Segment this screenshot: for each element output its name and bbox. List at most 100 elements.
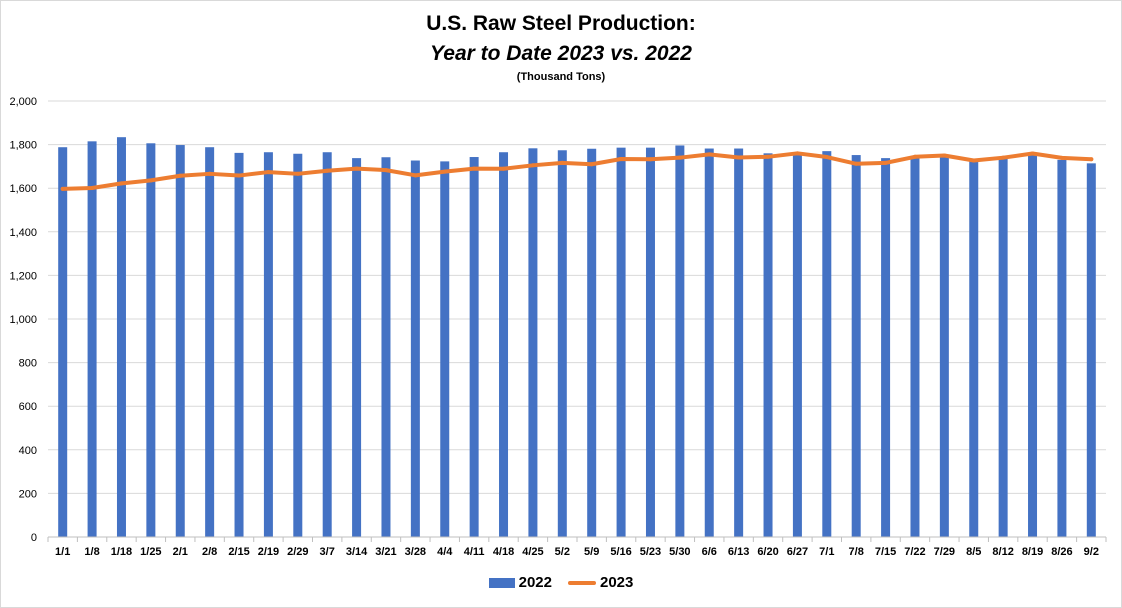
- point-2023[interactable]: [442, 169, 447, 174]
- bar-2022[interactable]: [116, 137, 126, 538]
- point-2023[interactable]: [207, 171, 212, 176]
- y-tick-label: 600: [19, 401, 37, 413]
- bar-2022[interactable]: [146, 143, 156, 538]
- bar-2022[interactable]: [87, 141, 97, 537]
- point-2023[interactable]: [60, 186, 65, 191]
- point-2023[interactable]: [560, 160, 565, 165]
- bar-2022[interactable]: [881, 158, 891, 537]
- bar-2022[interactable]: [1086, 163, 1096, 537]
- point-2023[interactable]: [530, 163, 535, 168]
- bar-2022[interactable]: [499, 152, 509, 538]
- x-axis: [47, 536, 1107, 542]
- x-tick-label: 6/6: [702, 546, 717, 558]
- point-2023[interactable]: [824, 155, 829, 160]
- point-2023[interactable]: [295, 171, 300, 176]
- x-tick-label: 6/13: [728, 546, 749, 558]
- point-2023[interactable]: [648, 157, 653, 162]
- bar-2022[interactable]: [557, 150, 567, 537]
- point-2023[interactable]: [707, 152, 712, 157]
- bar-2022[interactable]: [263, 152, 273, 538]
- point-2023[interactable]: [148, 178, 153, 183]
- point-2023[interactable]: [736, 155, 741, 160]
- legend: 2022 2023: [0, 574, 1122, 591]
- bar-2022[interactable]: [352, 158, 362, 537]
- x-tick-label: 7/8: [849, 546, 864, 558]
- bar-2022[interactable]: [851, 155, 861, 537]
- y-tick-label: 1,600: [9, 183, 37, 195]
- point-2023[interactable]: [237, 173, 242, 178]
- bar-2022[interactable]: [910, 157, 920, 537]
- bar-2022[interactable]: [205, 147, 215, 537]
- legend-swatch-2022: [488, 577, 515, 588]
- bar-2022[interactable]: [381, 157, 391, 537]
- point-2023[interactable]: [766, 154, 771, 159]
- bar-2022[interactable]: [175, 145, 185, 537]
- point-2023[interactable]: [883, 160, 888, 165]
- bar-2022[interactable]: [58, 147, 68, 537]
- x-tick-label: 2/29: [287, 546, 308, 558]
- x-tick-label: 9/2: [1084, 546, 1099, 558]
- legend-item-2022[interactable]: 2022: [488, 574, 552, 591]
- point-2023[interactable]: [1001, 155, 1006, 160]
- bar-2022[interactable]: [322, 152, 332, 538]
- point-2023[interactable]: [942, 153, 947, 158]
- bar-2022[interactable]: [939, 156, 949, 537]
- bar-2022[interactable]: [410, 160, 420, 538]
- bar-2022[interactable]: [734, 148, 744, 538]
- x-tick-label: 1/18: [111, 546, 132, 558]
- bar-2022[interactable]: [1057, 159, 1067, 538]
- point-2023[interactable]: [383, 168, 388, 173]
- bar-2022[interactable]: [822, 151, 832, 537]
- x-tick-label: 2/1: [173, 546, 188, 558]
- point-2023[interactable]: [501, 166, 506, 171]
- bar-2022[interactable]: [293, 153, 303, 538]
- y-tick-label: 400: [19, 445, 37, 457]
- point-2023[interactable]: [178, 173, 183, 178]
- point-2023[interactable]: [677, 155, 682, 160]
- bar-2022[interactable]: [528, 148, 538, 537]
- point-2023[interactable]: [119, 181, 124, 186]
- bar-2022[interactable]: [1028, 155, 1038, 538]
- point-2023[interactable]: [971, 158, 976, 163]
- point-2023[interactable]: [472, 166, 477, 171]
- x-tick-label: 4/4: [437, 546, 453, 558]
- point-2023[interactable]: [1089, 157, 1094, 162]
- x-tick-label: 4/11: [464, 546, 485, 558]
- point-2023[interactable]: [854, 161, 859, 166]
- x-tick-label: 8/19: [1022, 546, 1043, 558]
- x-tick-label: 7/15: [875, 546, 896, 558]
- point-2023[interactable]: [1059, 155, 1064, 160]
- x-tick-label: 2/8: [202, 546, 217, 558]
- bar-2022[interactable]: [234, 152, 244, 537]
- legend-item-2023[interactable]: 2023: [568, 574, 633, 591]
- bar-2022[interactable]: [645, 147, 655, 538]
- point-2023[interactable]: [354, 166, 359, 171]
- x-tick-label: 8/5: [966, 546, 981, 558]
- bar-2022[interactable]: [704, 148, 714, 538]
- bar-2022[interactable]: [763, 153, 773, 537]
- point-2023[interactable]: [413, 173, 418, 178]
- bar-2022[interactable]: [792, 154, 802, 537]
- y-tick-label: 2,000: [9, 96, 37, 108]
- x-tick-label: 7/22: [904, 546, 925, 558]
- point-2023[interactable]: [266, 170, 271, 175]
- x-tick-label: 5/30: [669, 546, 690, 558]
- point-2023[interactable]: [325, 168, 330, 173]
- x-axis-tick-labels: 1/1 1/8 1/18 1/25 2/1 2/8 2/15 2/19 2/29 3/7 3/14 3…: [55, 546, 1099, 558]
- chart-title: U.S. Raw Steel Production:: [426, 12, 696, 35]
- line-2023[interactable]: [60, 151, 1094, 191]
- bar-2022[interactable]: [469, 157, 479, 537]
- point-2023[interactable]: [619, 156, 624, 161]
- bar-2022[interactable]: [998, 158, 1008, 537]
- bar-2022[interactable]: [440, 161, 450, 538]
- bar-2022[interactable]: [969, 159, 979, 537]
- point-2023[interactable]: [795, 151, 800, 156]
- legend-swatch-2023: [568, 580, 596, 585]
- point-2023[interactable]: [912, 154, 917, 159]
- point-2023[interactable]: [90, 185, 95, 190]
- bar-2022[interactable]: [587, 148, 597, 537]
- point-2023[interactable]: [1030, 151, 1035, 156]
- point-2023[interactable]: [589, 162, 594, 167]
- bar-2022[interactable]: [616, 147, 626, 538]
- bar-2022[interactable]: [675, 145, 685, 538]
